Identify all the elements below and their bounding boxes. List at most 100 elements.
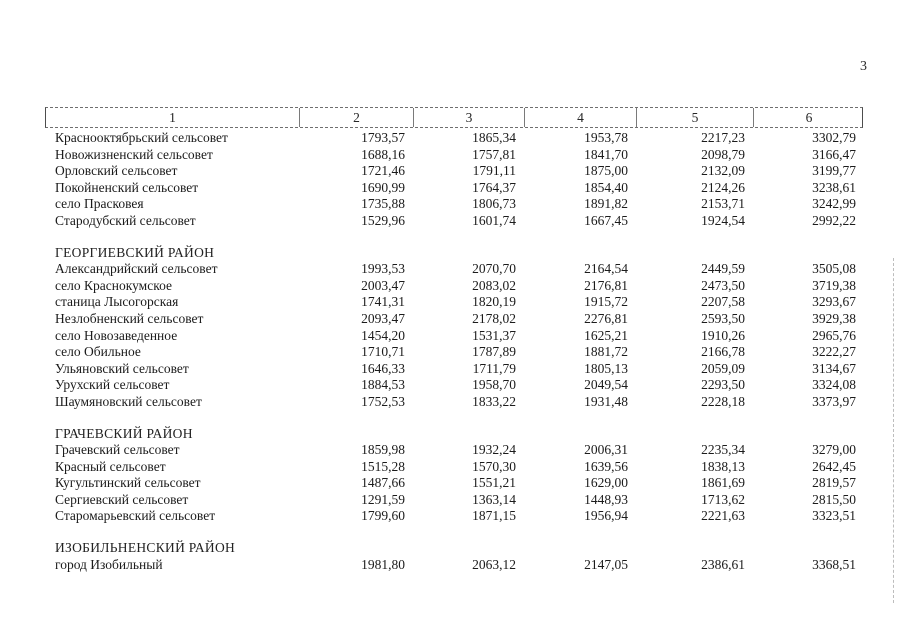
settlement-name-cell: село Новозаведенное — [55, 327, 178, 343]
value-cell: 1884,53 — [361, 377, 405, 393]
table-row: село Прасковея 1735,88 1806,73 1891,82 2153,… — [45, 196, 863, 213]
value-cell: 1735,88 — [361, 196, 405, 212]
settlement-name-cell: село Обильное — [55, 344, 141, 360]
value-cell: 1861,69 — [701, 475, 745, 491]
value-cell: 2207,58 — [701, 294, 745, 310]
table-row: Шаумяновский сельсовет 1752,53 1833,22 1931… — [45, 394, 863, 411]
value-cell: 1764,37 — [472, 179, 516, 195]
value-cell: 1875,00 — [584, 163, 628, 179]
table-row: Красный сельсовет 1515,28 1570,30 1639,56 18… — [45, 459, 863, 476]
value-cell: 2178,02 — [472, 310, 516, 326]
district-section: ГРАЧЕВСКИЙ РАЙОН Грачевский сельсовет 1859… — [45, 426, 863, 526]
value-cell: 1881,72 — [584, 344, 628, 360]
table-row: станица Лысогорская 1741,31 1820,19 1915,72… — [45, 294, 863, 311]
table-row: Грачевский сельсовет 1859,98 1932,24 2006,3… — [45, 442, 863, 459]
value-cell: 3199,77 — [812, 163, 856, 179]
value-cell: 2815,50 — [812, 491, 856, 507]
value-cell: 2153,71 — [701, 196, 745, 212]
value-cell: 1871,15 — [472, 508, 516, 524]
value-cell: 2449,59 — [701, 261, 745, 277]
value-cell: 1932,24 — [472, 442, 516, 458]
value-cell: 2098,79 — [701, 146, 745, 162]
table-row: Орловский сельсовет 1721,46 1791,11 1875,00… — [45, 163, 863, 180]
table-row: Кугультинский сельсовет 1487,66 1551,21 162… — [45, 475, 863, 492]
value-cell: 1793,57 — [361, 130, 405, 145]
value-cell: 3324,08 — [812, 377, 856, 393]
settlement-name-cell: Сергиевский сельсовет — [55, 491, 189, 507]
value-cell: 1551,21 — [472, 475, 516, 491]
value-cell: 1625,21 — [584, 327, 628, 343]
value-cell: 2642,45 — [812, 458, 856, 474]
settlement-name-cell: Кугультинский сельсовет — [55, 475, 201, 491]
value-cell: 2965,76 — [812, 327, 856, 343]
value-cell: 2147,05 — [584, 556, 628, 572]
value-cell: 2276,81 — [584, 310, 628, 326]
settlement-name-cell: Старомарьевский сельсовет — [55, 508, 216, 524]
value-cell: 2070,70 — [472, 261, 516, 277]
value-cell: 1487,66 — [361, 475, 405, 491]
district-title-row: ГЕОРГИЕВСКИЙ РАЙОН — [45, 245, 863, 262]
table-row: село Обильное 1710,71 1787,89 1881,72 2166,7… — [45, 344, 863, 361]
value-cell: 3719,38 — [812, 277, 856, 293]
value-cell: 3505,08 — [812, 261, 856, 277]
value-cell: 1757,81 — [472, 146, 516, 162]
value-cell: 2221,63 — [701, 508, 745, 524]
value-cell: 1841,70 — [584, 146, 628, 162]
value-cell: 1865,34 — [472, 130, 516, 145]
value-cell: 1721,46 — [361, 163, 405, 179]
settlement-name-cell: Новожизненский сельсовет — [55, 146, 213, 162]
table-row: Ульяновский сельсовет 1646,33 1711,79 1805,… — [45, 361, 863, 378]
value-cell: 3373,97 — [812, 393, 856, 409]
value-cell: 1806,73 — [472, 196, 516, 212]
value-cell: 1958,70 — [472, 377, 516, 393]
value-cell: 1791,11 — [472, 163, 516, 179]
value-cell: 1629,00 — [584, 475, 628, 491]
value-cell: 2132,09 — [701, 163, 745, 179]
table-row: Незлобненский сельсовет 2093,47 2178,02 227… — [45, 311, 863, 328]
column-header-4: 4 — [524, 108, 636, 127]
district-section: Краснооктябрьский сельсовет 1793,57 1865,3… — [45, 130, 863, 230]
value-cell: 2176,81 — [584, 277, 628, 293]
value-cell: 2473,50 — [701, 277, 745, 293]
value-cell: 1838,13 — [701, 458, 745, 474]
value-cell: 2063,12 — [472, 556, 516, 572]
column-header-1: 1 — [169, 110, 176, 125]
table-row: Александрийский сельсовет 1993,53 2070,70 2… — [45, 261, 863, 278]
settlement-name-cell: Красный сельсовет — [55, 458, 166, 474]
value-cell: 2164,54 — [584, 261, 628, 277]
value-cell: 1931,48 — [584, 393, 628, 409]
value-cell: 3222,27 — [812, 344, 856, 360]
value-cell: 2124,26 — [701, 179, 745, 195]
table-row: Урухский сельсовет 1884,53 1958,70 2049,54 2… — [45, 377, 863, 394]
district-title-row: ИЗОБИЛЬНЕНСКИЙ РАЙОН — [45, 540, 863, 557]
value-cell: 1454,20 — [361, 327, 405, 343]
value-cell: 1787,89 — [472, 344, 516, 360]
value-cell: 1570,30 — [472, 458, 516, 474]
value-cell: 1752,53 — [361, 393, 405, 409]
value-cell: 2003,47 — [361, 277, 405, 293]
value-cell: 2235,34 — [701, 442, 745, 458]
value-cell: 3302,79 — [812, 130, 856, 145]
value-cell: 1915,72 — [584, 294, 628, 310]
value-cell: 1833,22 — [472, 393, 516, 409]
value-cell: 1981,80 — [361, 556, 405, 572]
value-cell: 3279,00 — [812, 442, 856, 458]
value-cell: 3134,67 — [812, 360, 856, 376]
scan-artifact-dashed-line — [893, 258, 894, 603]
value-cell: 3929,38 — [812, 310, 856, 326]
column-header-6: 6 — [753, 108, 864, 127]
settlement-name-cell: Грачевский сельсовет — [55, 442, 180, 458]
settlement-name-cell: село Прасковея — [55, 196, 144, 212]
value-cell: 1799,60 — [361, 508, 405, 524]
value-cell: 2006,31 — [584, 442, 628, 458]
value-cell: 2166,78 — [701, 344, 745, 360]
value-cell: 3238,61 — [812, 179, 856, 195]
value-cell: 1859,98 — [361, 442, 405, 458]
value-cell: 1910,26 — [701, 327, 745, 343]
value-cell: 2228,18 — [701, 393, 745, 409]
value-cell: 1688,16 — [361, 146, 405, 162]
value-cell: 1639,56 — [584, 458, 628, 474]
table-row: село Новозаведенное 1454,20 1531,37 1625,21… — [45, 328, 863, 345]
